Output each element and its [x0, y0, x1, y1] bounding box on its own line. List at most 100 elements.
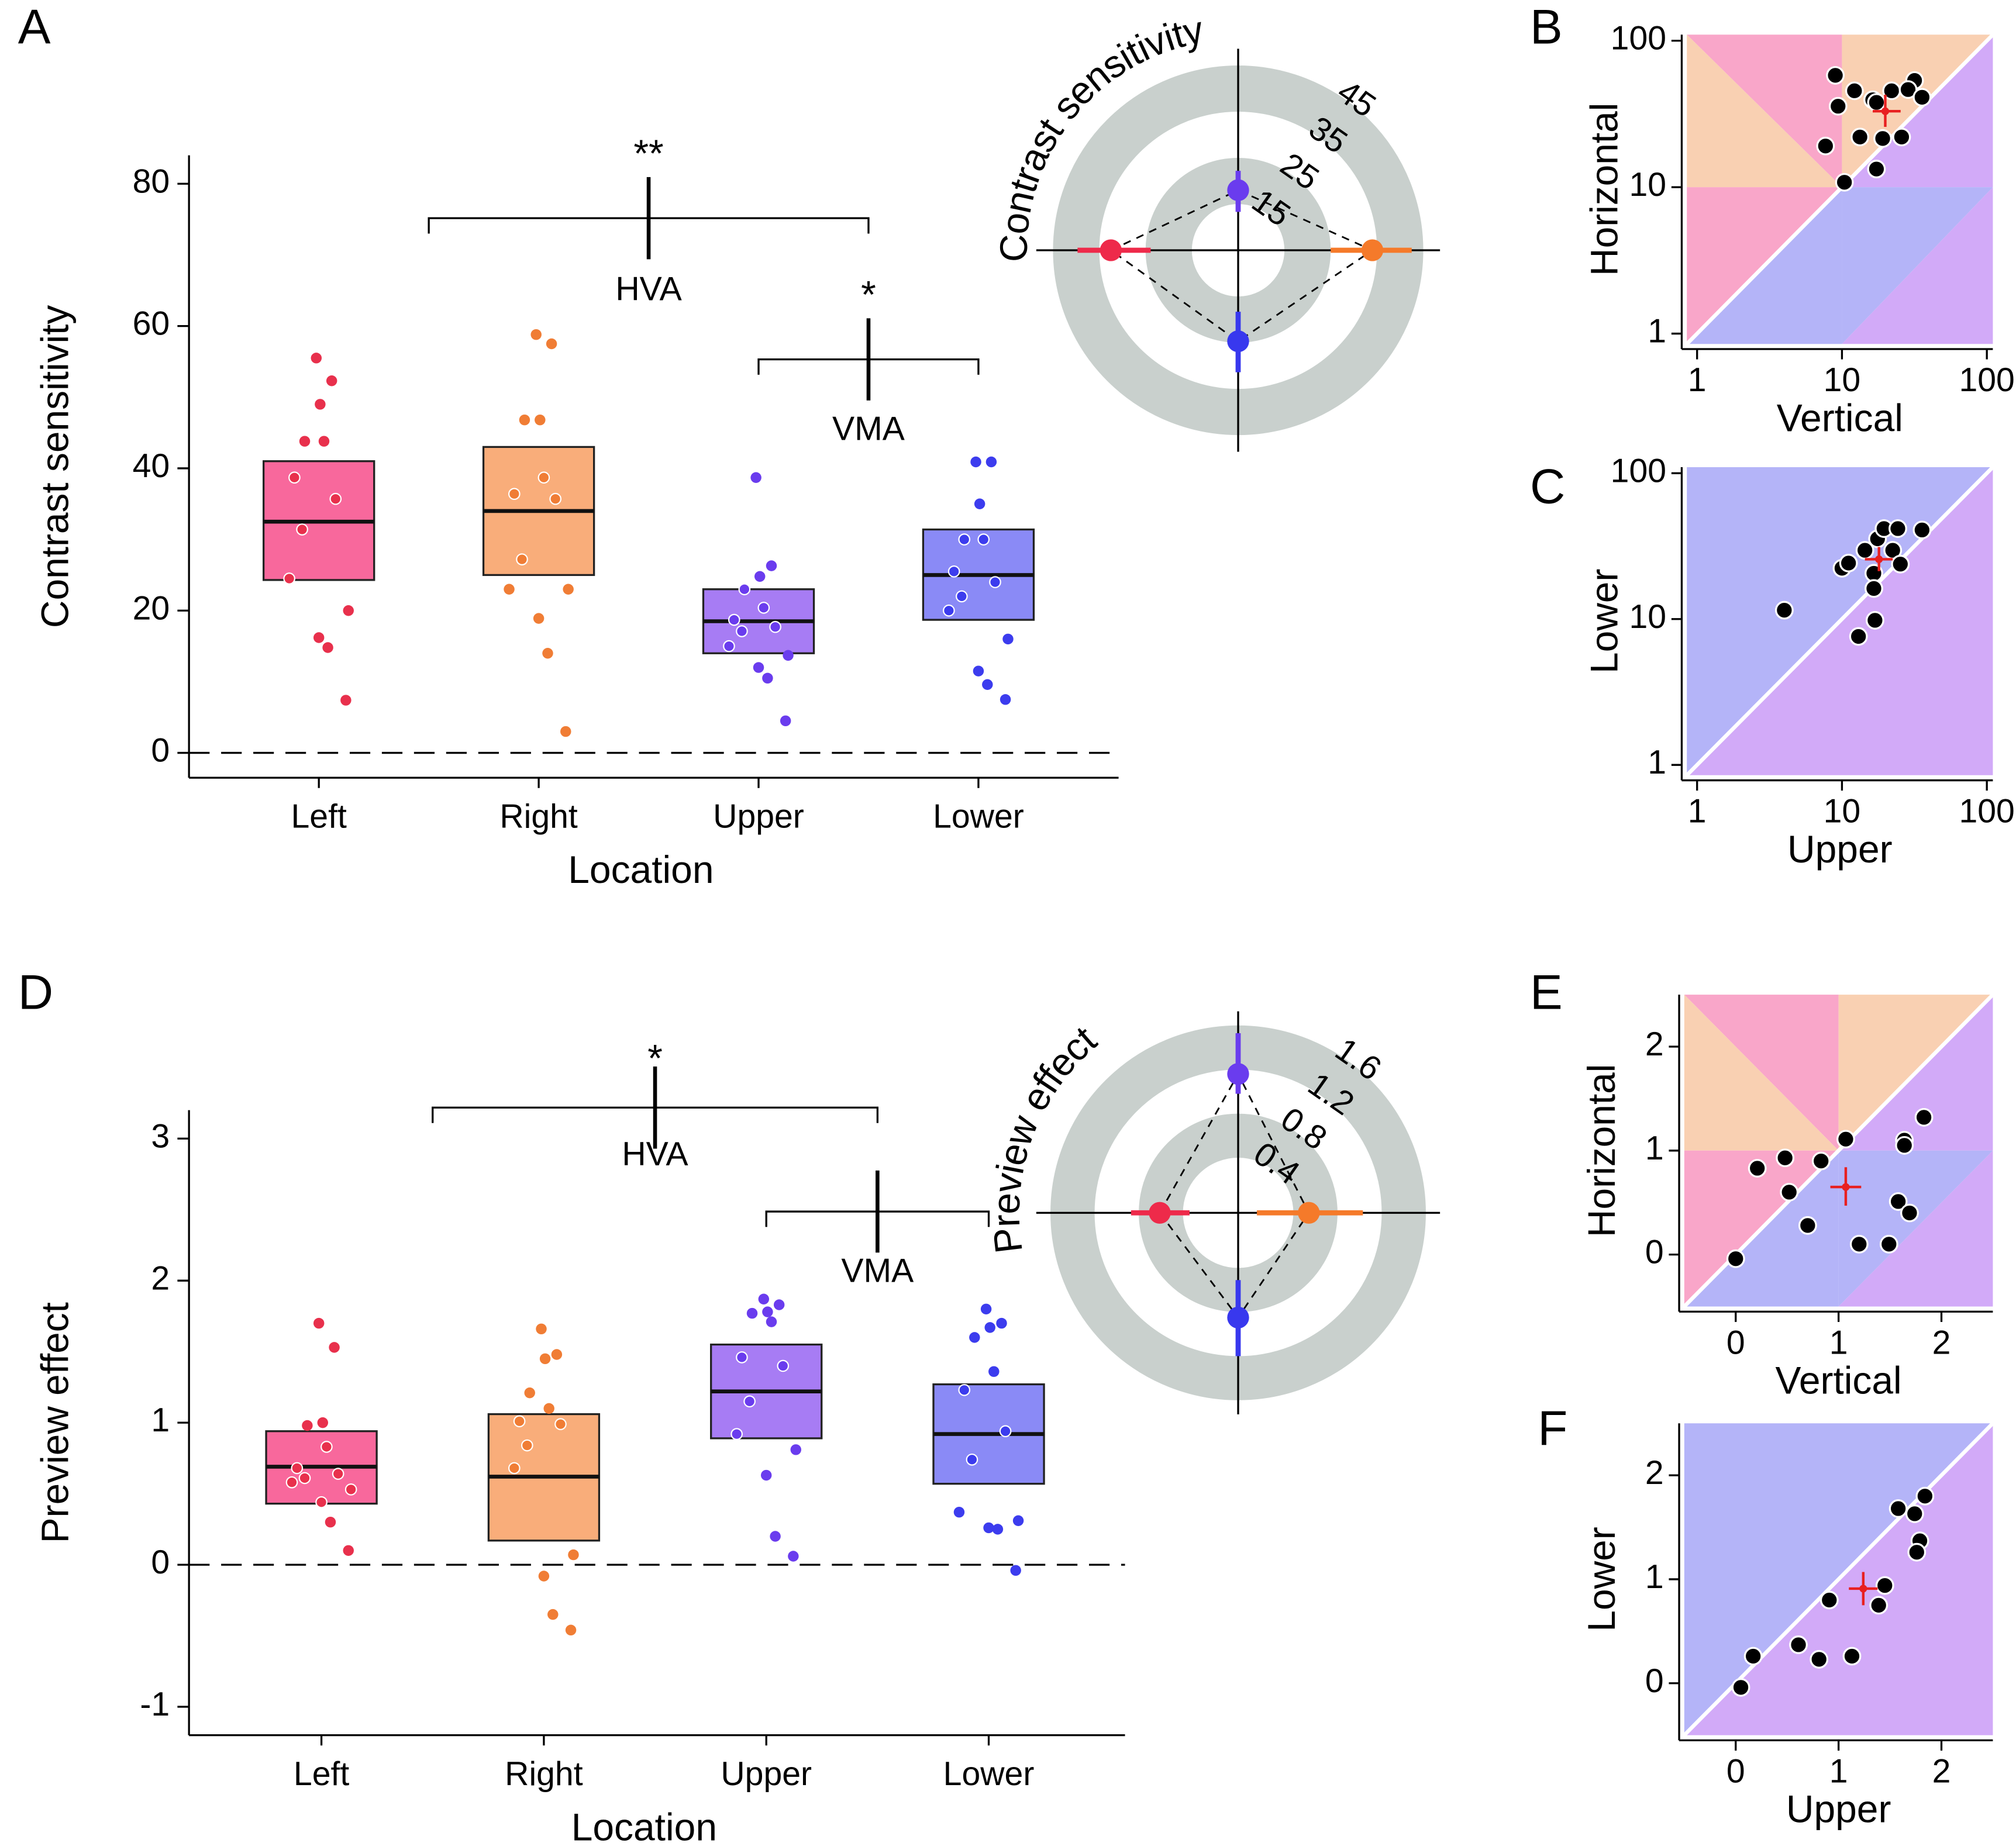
- bracket-label: VMA: [832, 410, 905, 448]
- polar-point: [1149, 1202, 1171, 1224]
- x-tick-label: 2: [1932, 1753, 1951, 1790]
- y-axis-label: Horizontal: [1582, 103, 1625, 276]
- data-point: [757, 602, 770, 614]
- y-tick-label: 100: [1611, 452, 1666, 489]
- data-point: [980, 1303, 992, 1315]
- x-axis-label: Location: [568, 848, 714, 891]
- x-tick-label: 2: [1932, 1324, 1951, 1361]
- data-point: [992, 1524, 1004, 1535]
- data-point: [1012, 1515, 1024, 1526]
- data-point: [970, 456, 981, 468]
- data-point: [1889, 1499, 1908, 1518]
- y-tick-label: 1: [1645, 1558, 1664, 1596]
- significance: *: [861, 273, 876, 316]
- data-point: [985, 456, 997, 468]
- data-point: [539, 1353, 551, 1365]
- data-point: [982, 679, 993, 690]
- x-tick-label: 1: [1829, 1324, 1848, 1361]
- data-point: [524, 1387, 535, 1399]
- y-tick-label: 1: [1648, 744, 1666, 781]
- data-point: [1905, 1504, 1924, 1523]
- data-point: [1798, 1216, 1817, 1235]
- data-point: [508, 1462, 521, 1475]
- y-tick-label: 3: [151, 1117, 170, 1155]
- data-point: [543, 1403, 554, 1414]
- data-point: [530, 329, 542, 340]
- data-point: [947, 565, 960, 578]
- polar-point: [1227, 1063, 1249, 1085]
- data-point: [1816, 136, 1835, 156]
- data-point: [743, 1395, 756, 1408]
- x-tick-label: 100: [1959, 793, 2014, 830]
- data-point: [538, 1571, 550, 1582]
- data-point: [315, 1496, 328, 1509]
- panel-letter: A: [18, 0, 51, 54]
- data-point: [1776, 1148, 1795, 1168]
- data-point: [1867, 93, 1886, 112]
- data-point: [723, 640, 735, 653]
- background-region: [1838, 1150, 1993, 1307]
- x-tick-label: 10: [1824, 793, 1861, 830]
- data-point: [1774, 600, 1794, 620]
- data-point: [565, 1624, 577, 1636]
- data-point: [758, 1293, 770, 1304]
- data-point: [1731, 1678, 1750, 1697]
- data-point: [974, 498, 985, 509]
- polar-point: [1227, 179, 1249, 201]
- data-point: [1875, 1576, 1894, 1595]
- panel-letter: E: [1530, 964, 1563, 1019]
- polar-point: [1227, 1306, 1249, 1329]
- data-point: [516, 553, 528, 565]
- data-point: [1828, 96, 1848, 116]
- data-point: [560, 726, 571, 737]
- y-tick-label: 10: [1629, 166, 1666, 203]
- data-point: [966, 1453, 978, 1466]
- mean-point: [1881, 107, 1890, 115]
- data-point: [299, 436, 311, 447]
- data-point: [291, 1462, 304, 1475]
- data-point: [746, 1307, 758, 1319]
- data-point: [766, 1316, 777, 1327]
- data-point: [1895, 1136, 1914, 1155]
- data-point: [563, 584, 574, 595]
- y-tick-label: 20: [133, 589, 170, 627]
- data-point: [1789, 1635, 1808, 1654]
- data-point: [1898, 80, 1918, 99]
- y-axis-label: Horizontal: [1580, 1064, 1623, 1237]
- data-point: [318, 436, 330, 447]
- data-point: [508, 488, 521, 501]
- background-region: [1687, 34, 1842, 188]
- data-point: [329, 1342, 340, 1353]
- data-point: [1869, 1596, 1889, 1615]
- data-point: [326, 375, 337, 386]
- y-tick-label: 2: [1645, 1454, 1664, 1492]
- data-point: [1889, 1192, 1908, 1211]
- x-axis-label: Location: [571, 1805, 717, 1843]
- data-point: [1002, 633, 1014, 645]
- data-point: [315, 399, 326, 410]
- data-point: [1912, 520, 1932, 540]
- y-tick-label: 0: [1645, 1662, 1664, 1700]
- data-point: [551, 1349, 563, 1360]
- data-point: [296, 523, 308, 536]
- background-region: [1687, 187, 1842, 344]
- data-point: [285, 1476, 298, 1489]
- y-axis-label: Preview effect: [33, 1302, 76, 1543]
- data-point: [535, 414, 546, 426]
- data-point: [537, 471, 550, 484]
- data-point: [313, 1317, 325, 1329]
- y-tick-label: 1: [1645, 1130, 1664, 1167]
- data-point: [546, 338, 557, 350]
- data-point: [762, 1306, 773, 1317]
- x-axis-label: Upper: [1787, 827, 1893, 871]
- x-axis-label: Vertical: [1776, 1359, 1902, 1402]
- data-point: [1849, 1234, 1869, 1254]
- data-point: [340, 695, 351, 706]
- x-tick-label: 100: [1959, 361, 2014, 399]
- y-tick-label: 1: [1648, 313, 1666, 350]
- x-tick-label: 1: [1688, 793, 1707, 830]
- data-point: [302, 1420, 313, 1431]
- data-point: [1726, 1249, 1745, 1268]
- data-point: [504, 584, 515, 595]
- data-point: [1914, 1107, 1934, 1127]
